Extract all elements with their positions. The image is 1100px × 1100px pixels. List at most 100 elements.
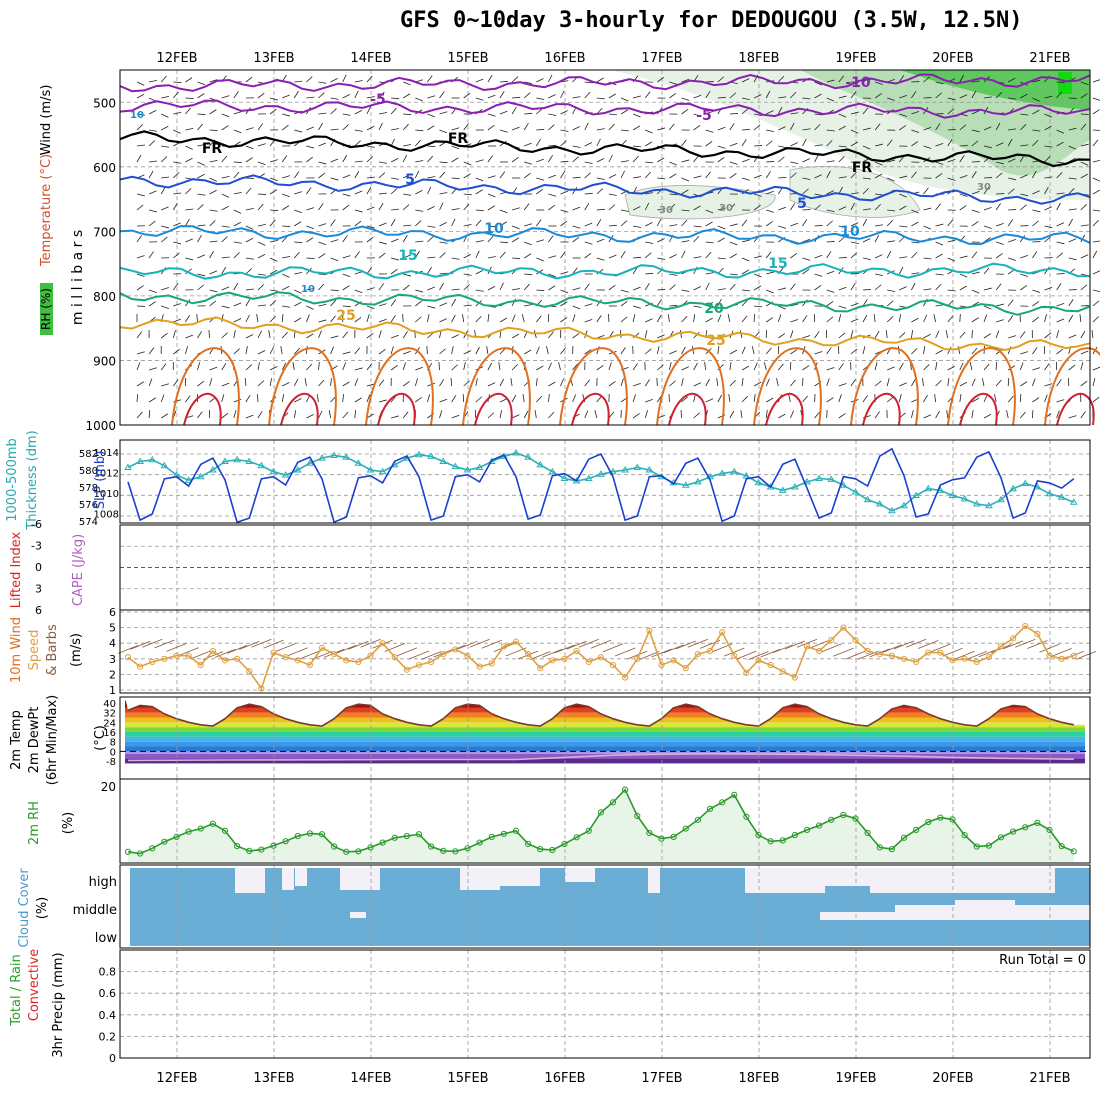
wind-barb	[233, 171, 240, 179]
wind-barb	[729, 362, 732, 371]
wind-barb	[947, 108, 955, 115]
wind-tick-label: 6	[109, 606, 116, 619]
slp-tick-label: 1010	[94, 489, 119, 500]
cloud-patch	[350, 912, 366, 918]
wind-speed-line-marker	[694, 651, 701, 658]
wind-barb	[766, 190, 774, 195]
thickness-line-marker	[887, 506, 896, 514]
isotherm-30	[171, 347, 240, 426]
wind-barb	[802, 365, 810, 371]
wind-barb	[1068, 208, 1077, 211]
wind-barb	[778, 96, 787, 99]
wind-barb	[645, 192, 654, 195]
wind-barb	[160, 186, 166, 195]
wind-speed-line-marker	[1070, 652, 1077, 659]
wind-barb	[1007, 188, 1015, 195]
wind-barb	[342, 273, 351, 278]
wind-barb	[221, 155, 228, 163]
wind-barb	[462, 393, 465, 403]
wind-barb	[935, 273, 944, 276]
wind-barb	[790, 161, 799, 165]
wind-barb	[790, 91, 797, 99]
wind-barb	[160, 413, 169, 419]
wind-barb	[486, 346, 489, 355]
rh-line-marker	[609, 799, 617, 806]
wind-barb	[209, 366, 218, 371]
wind-barb	[197, 173, 205, 179]
wind-barb	[669, 284, 676, 291]
wind-barb	[826, 139, 833, 147]
wind-barb	[1092, 159, 1100, 163]
temp-color-band	[125, 746, 1085, 752]
wind-barb	[886, 316, 894, 323]
wind-barb	[959, 193, 968, 197]
wind-barb	[499, 91, 505, 99]
wind-barb	[427, 225, 436, 228]
rh-line-marker	[755, 832, 762, 839]
wind-barb	[209, 129, 218, 131]
wind-barb	[524, 142, 532, 147]
wind-barb	[136, 331, 143, 339]
wind-barb	[185, 257, 194, 261]
wind-barb	[245, 257, 254, 260]
wind-speed-line-marker	[221, 657, 229, 664]
wind-barb	[572, 225, 581, 229]
wind-barb	[318, 92, 325, 99]
wind-barb	[681, 219, 688, 227]
wind-barb	[766, 110, 774, 115]
wind-barb	[245, 288, 254, 291]
wind-barb	[1020, 285, 1028, 291]
wind-barb	[620, 251, 626, 259]
wind-barb	[403, 174, 411, 179]
wind-barb	[1032, 129, 1041, 132]
wind-tick-label: 3	[109, 653, 116, 666]
wind-barb	[197, 161, 205, 166]
wind-barb	[282, 113, 291, 117]
wind-speed-line-marker	[609, 661, 617, 669]
wind-speed-line-marker	[925, 649, 932, 656]
wind-barb	[632, 125, 641, 131]
wind-barb-10m	[796, 638, 818, 648]
wind-barb	[681, 289, 690, 292]
wind-barb-10m	[117, 645, 139, 654]
wind-barb	[1044, 95, 1053, 99]
wind-barb	[439, 318, 447, 323]
wind-barb	[161, 206, 169, 211]
rh-line-marker	[646, 829, 653, 837]
rh-line-marker	[719, 799, 726, 806]
wind-barb	[390, 138, 395, 147]
wind-barb	[862, 257, 871, 261]
wind-barb	[378, 318, 387, 323]
wind-barb	[693, 286, 701, 291]
wind-barb-10m	[408, 650, 430, 660]
wind-barb	[330, 315, 336, 323]
wind-barb	[983, 145, 992, 149]
wind-barb	[850, 161, 859, 164]
wind-barb	[790, 379, 796, 387]
date-tick-label-bottom: 16FEB	[544, 1071, 585, 1086]
wind-barb	[751, 346, 755, 355]
wind-barb	[390, 158, 399, 163]
wind-barb	[838, 413, 846, 419]
wind-barb-10m	[687, 638, 709, 648]
wind-barb	[475, 177, 484, 182]
wind-barb	[402, 123, 409, 131]
wind-barb	[971, 378, 976, 387]
wind-barb	[1008, 128, 1017, 131]
wind-barb	[971, 329, 973, 339]
wind-barb	[572, 305, 581, 310]
date-tick-label-bottom: 18FEB	[738, 1071, 779, 1086]
wind-barb	[885, 330, 888, 339]
wind-barb	[521, 314, 525, 323]
wind-barb	[560, 220, 568, 227]
wind-barb	[862, 314, 868, 323]
wind-barb	[197, 234, 202, 243]
wind-barb	[911, 241, 920, 244]
thickness-line-marker	[378, 467, 387, 475]
wind-barb	[354, 110, 363, 115]
wind-barb	[548, 155, 553, 163]
wind-barb	[536, 177, 545, 181]
wind-barb	[754, 113, 763, 117]
rh-area-fill	[128, 789, 1074, 863]
rh-line-marker	[294, 832, 301, 840]
